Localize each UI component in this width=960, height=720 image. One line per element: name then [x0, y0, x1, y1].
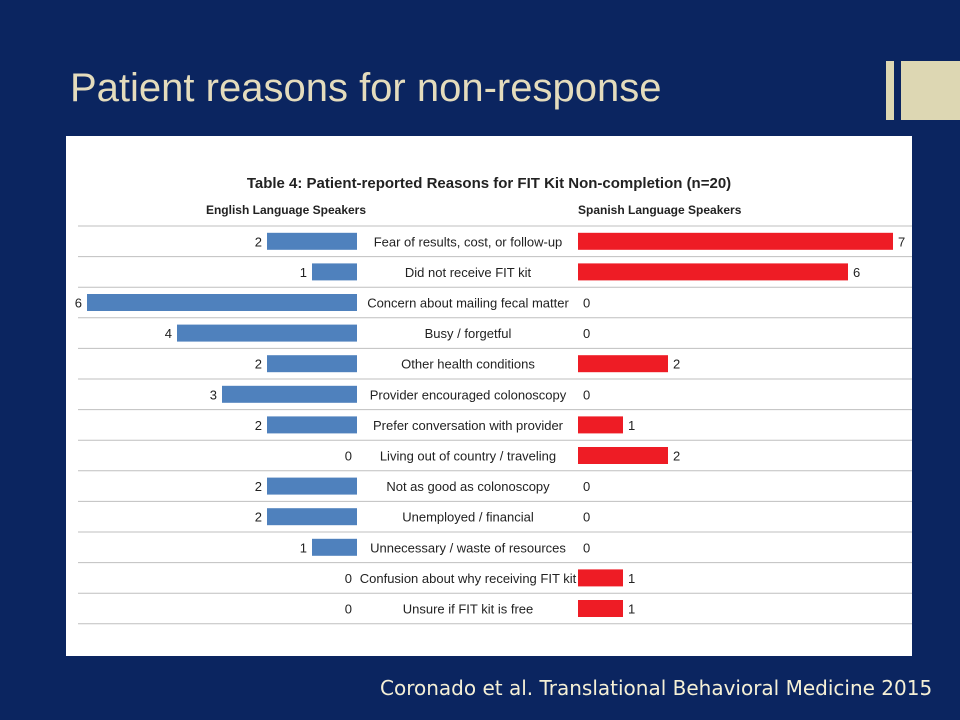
bar-spanish — [578, 355, 668, 373]
bar-english — [267, 232, 357, 250]
data-label-spanish: 0 — [583, 387, 590, 402]
category-label: Provider encouraged colonoscopy — [370, 387, 567, 402]
data-label-english: 2 — [255, 418, 262, 433]
bar-spanish — [578, 263, 848, 281]
data-label-english: 0 — [345, 571, 352, 586]
data-label-spanish: 0 — [583, 296, 590, 311]
data-label-spanish: 0 — [583, 326, 590, 341]
legend-english: English Language Speakers — [206, 203, 366, 217]
data-label-spanish: 1 — [628, 418, 635, 433]
bar-english — [267, 416, 357, 434]
chart-title: Table 4: Patient-reported Reasons for FI… — [247, 175, 731, 192]
bar-spanish — [578, 416, 623, 434]
data-label-english: 2 — [255, 234, 262, 249]
data-label-english: 2 — [255, 479, 262, 494]
data-label-english: 4 — [165, 326, 172, 341]
data-label-english: 2 — [255, 510, 262, 525]
data-label-spanish: 0 — [583, 510, 590, 525]
slide-title: Patient reasons for non-response — [70, 66, 662, 110]
category-label: Fear of results, cost, or follow-up — [374, 234, 563, 249]
accent-bar — [886, 61, 894, 120]
data-label-spanish: 2 — [673, 449, 680, 464]
category-label: Unemployed / financial — [402, 510, 534, 525]
data-label-english: 2 — [255, 357, 262, 372]
data-label-english: 1 — [300, 540, 307, 555]
category-label: Other health conditions — [401, 357, 535, 372]
data-label-english: 0 — [345, 449, 352, 464]
legend-spanish: Spanish Language Speakers — [578, 203, 742, 217]
category-label: Concern about mailing fecal matter — [367, 296, 569, 311]
data-label-english: 3 — [210, 387, 217, 402]
data-label-spanish: 7 — [898, 234, 905, 249]
data-label-spanish: 0 — [583, 479, 590, 494]
category-label: Confusion about why receiving FIT kit — [360, 571, 577, 586]
data-label-english: 0 — [345, 602, 352, 617]
data-label-spanish: 0 — [583, 540, 590, 555]
data-label-spanish: 1 — [628, 571, 635, 586]
bar-english — [267, 477, 357, 495]
category-label: Did not receive FIT kit — [405, 265, 532, 280]
category-label: Prefer conversation with provider — [373, 418, 564, 433]
citation: Coronado et al. Translational Behavioral… — [380, 676, 933, 700]
bar-chart: Table 4: Patient-reported Reasons for FI… — [75, 175, 912, 625]
bar-english — [177, 324, 357, 342]
bar-english — [87, 294, 357, 311]
category-label: Unsure if FIT kit is free — [403, 602, 534, 617]
category-label: Unnecessary / waste of resources — [370, 540, 566, 555]
bar-english — [267, 355, 357, 373]
data-label-spanish: 1 — [628, 602, 635, 617]
data-label-english: 1 — [300, 265, 307, 280]
chart-rows: 2 Fear of results, cost, or follow-up 7 1 Di… — [75, 225, 912, 625]
bar-english — [312, 263, 357, 281]
bar-spanish — [578, 232, 893, 250]
accent-block — [901, 61, 960, 120]
data-label-spanish: 2 — [673, 357, 680, 372]
category-label: Living out of country / traveling — [380, 449, 556, 464]
category-label: Not as good as colonoscopy — [386, 479, 550, 494]
data-label-english: 6 — [75, 296, 82, 311]
bar-english — [312, 538, 357, 556]
chart-panel: Table 4: Patient-reported Reasons for FI… — [66, 136, 912, 656]
bar-english — [267, 508, 357, 526]
bar-spanish — [578, 447, 668, 464]
bar-spanish — [578, 569, 623, 587]
data-label-spanish: 6 — [853, 265, 860, 280]
bar-english — [222, 385, 357, 403]
category-label: Busy / forgetful — [425, 326, 512, 341]
bar-spanish — [578, 600, 623, 617]
